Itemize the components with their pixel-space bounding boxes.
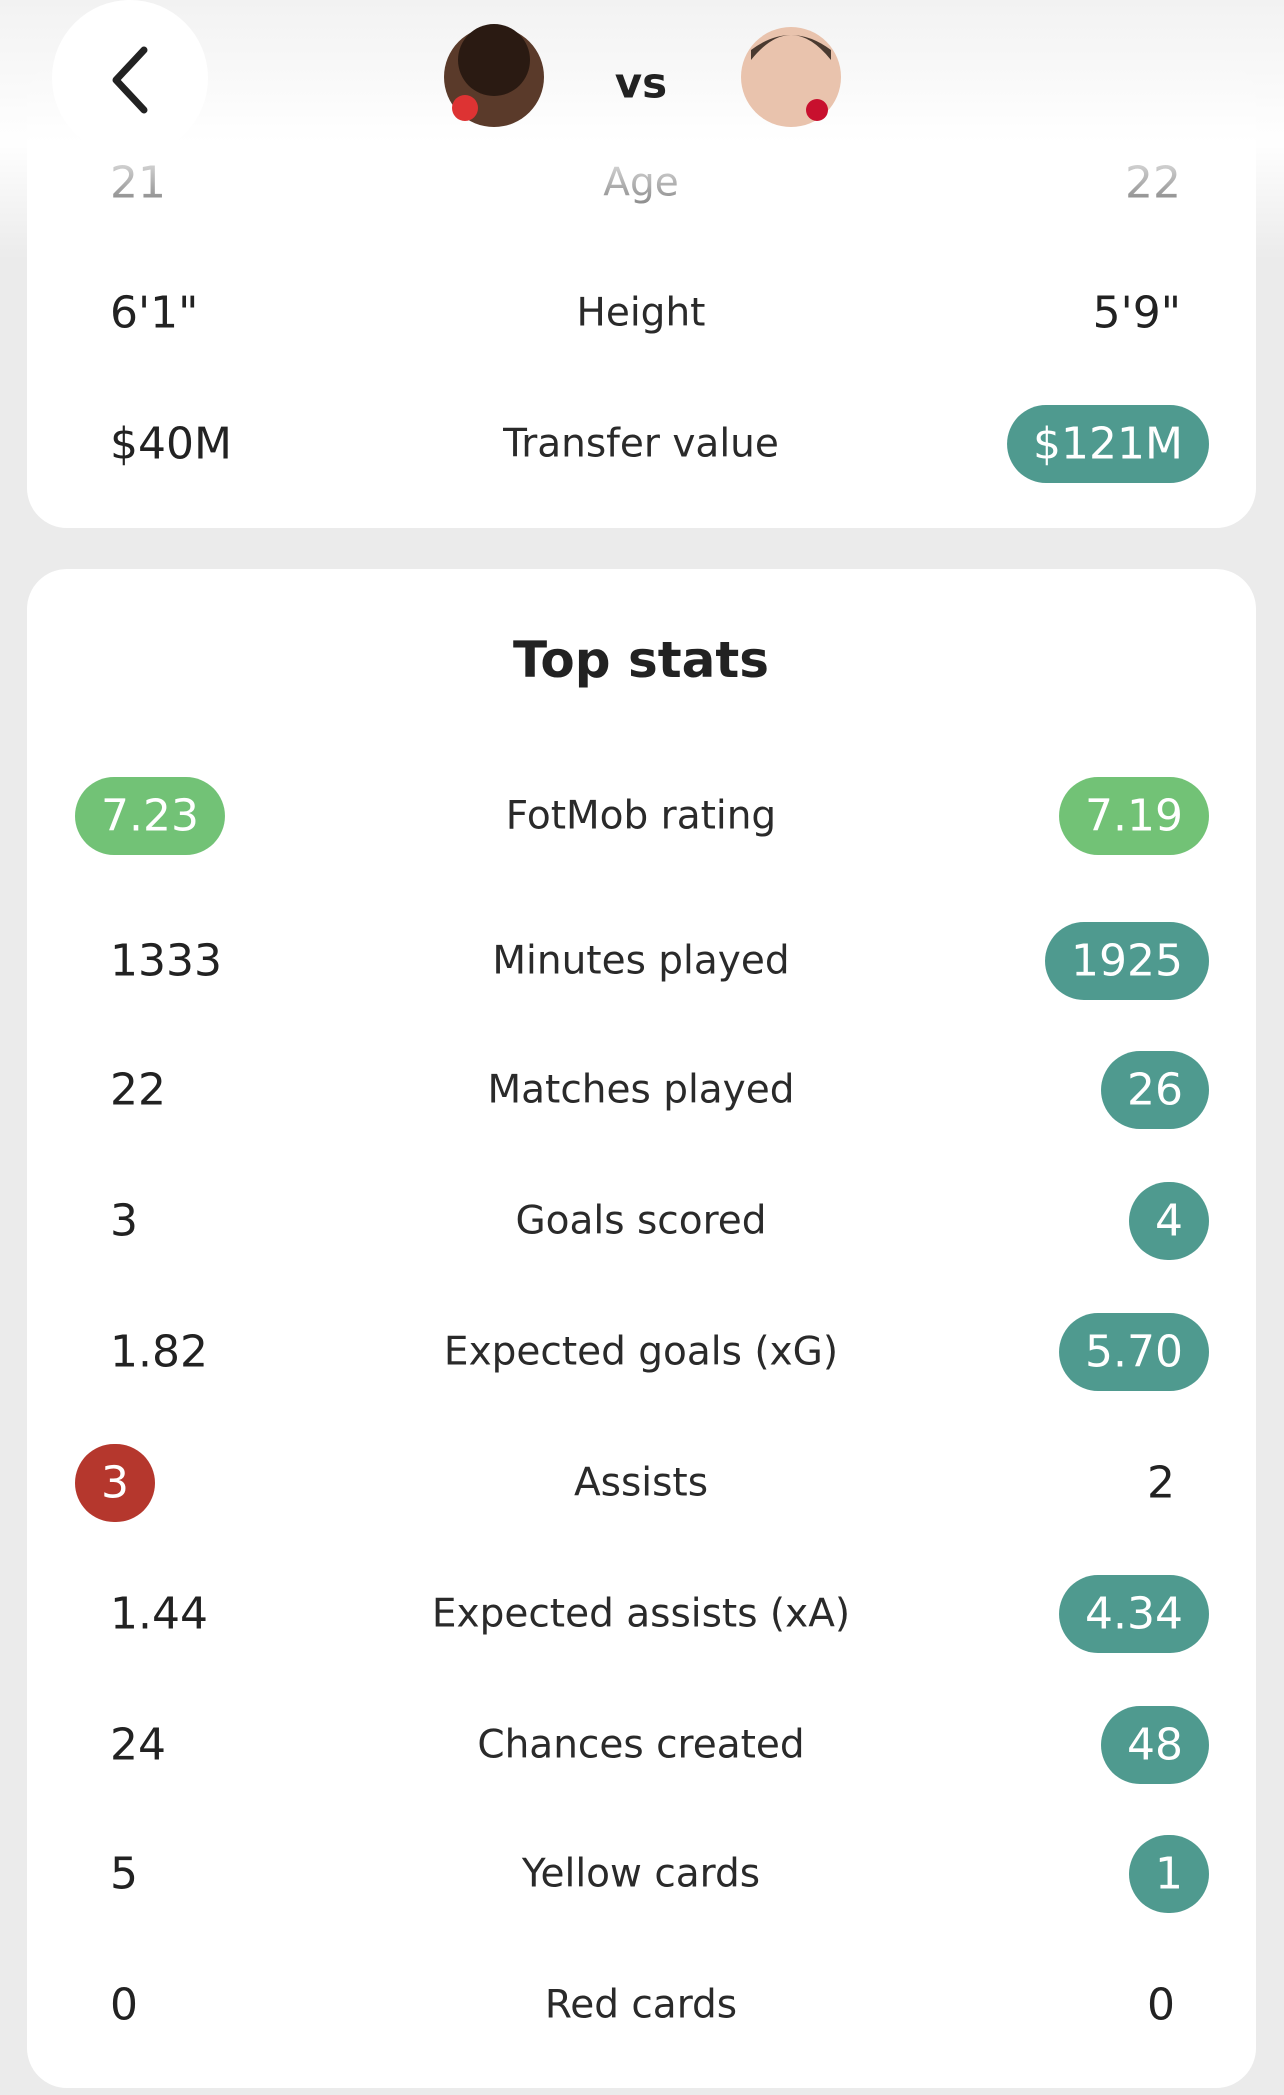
club-badge-right	[806, 99, 828, 121]
stat-value-left: 5	[110, 1849, 138, 1900]
stats-rows: FotMob rating 7.23 7.19 Minutes played 1333 1…	[75, 777, 1209, 2031]
stat-value-left: 24	[110, 1720, 166, 1771]
stat-label: Goals scored	[515, 1199, 766, 1244]
stat-label: FotMob rating	[506, 794, 776, 839]
stat-label: Height	[577, 291, 706, 336]
stat-value-right: 1925	[1071, 936, 1183, 987]
stat-label: Chances created	[477, 1723, 804, 1768]
highlight-pill	[1007, 405, 1209, 483]
stat-value-left: 0	[110, 1980, 138, 2031]
back-icon	[112, 46, 148, 114]
highlight-pill	[1129, 1835, 1209, 1913]
highlight-pill	[75, 777, 225, 855]
back-button[interactable]	[52, 0, 208, 156]
highlight-pill	[1045, 922, 1209, 1000]
stat-value-right: 2	[1147, 1458, 1175, 1509]
stat-label: Matches played	[487, 1068, 794, 1113]
stat-value-right: 4	[1155, 1196, 1183, 1247]
stat-value-left: 1.44	[110, 1589, 208, 1640]
stat-label: Expected assists (xA)	[432, 1592, 850, 1637]
stat-value-right: 5'9"	[1093, 288, 1181, 339]
stat-value-left: 1.82	[110, 1327, 208, 1378]
stat-value-left: 6'1"	[110, 288, 198, 339]
avatar-hair	[458, 24, 530, 96]
highlight-pill	[75, 1444, 155, 1522]
section-title: Top stats	[513, 631, 769, 689]
highlight-pill	[1059, 1575, 1209, 1653]
highlight-pill	[1101, 1706, 1209, 1784]
highlight-pill	[1129, 1182, 1209, 1260]
stat-value-right: 5.70	[1085, 1327, 1183, 1378]
stats-card	[27, 569, 1256, 2088]
highlight-pill	[1101, 1051, 1209, 1129]
stat-value-left: 1333	[110, 936, 222, 987]
vs-label: vs	[615, 59, 667, 108]
stat-label: Transfer value	[502, 422, 779, 467]
highlight-pill	[1059, 777, 1209, 855]
stat-label: Minutes played	[492, 939, 789, 984]
stat-value-right: $121M	[1033, 419, 1183, 470]
stat-value-right: 26	[1127, 1065, 1183, 1116]
avatar-hair	[751, 35, 831, 60]
stat-value-right: 7.19	[1085, 791, 1183, 842]
stat-label: Yellow cards	[521, 1852, 760, 1897]
stat-label: Red cards	[545, 1983, 737, 2028]
stat-value-right: 0	[1147, 1980, 1175, 2031]
stat-value-left: 7.23	[101, 791, 199, 842]
stat-label: Assists	[574, 1461, 708, 1506]
stat-value-left: 3	[101, 1458, 129, 1509]
club-badge-left	[452, 95, 478, 121]
stat-value-right: 1	[1155, 1849, 1183, 1900]
stat-value-right: 48	[1127, 1720, 1183, 1771]
stat-value-left: 22	[110, 1065, 166, 1116]
stat-label: Expected goals (xG)	[444, 1330, 838, 1375]
header-fade	[0, 0, 1284, 260]
stat-value-right: 4.34	[1085, 1589, 1183, 1640]
highlight-pill	[1059, 1313, 1209, 1391]
stat-value-left: 3	[110, 1196, 138, 1247]
stat-value-left: $40M	[110, 419, 232, 470]
